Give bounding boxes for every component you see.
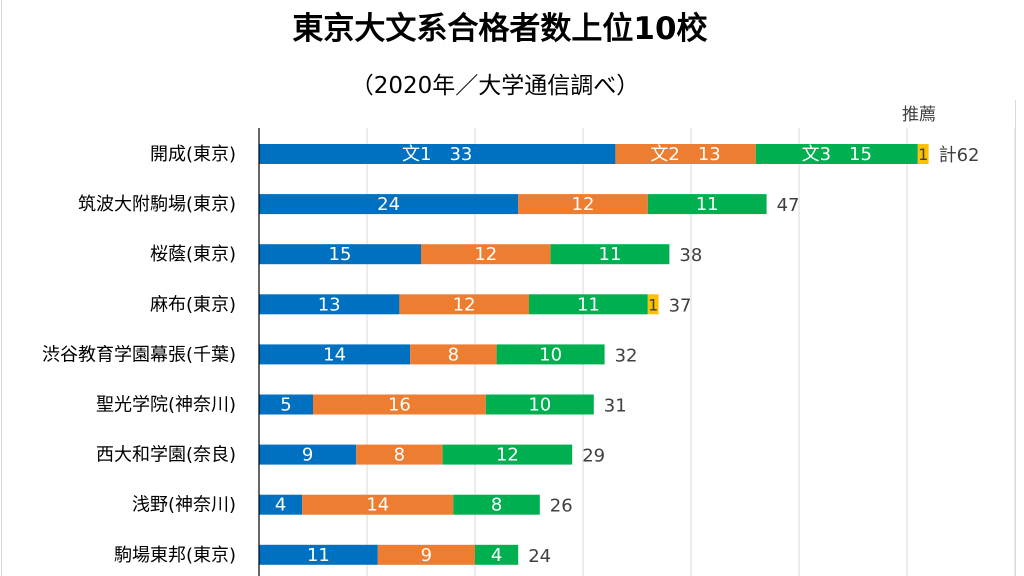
data-label: 5: [280, 395, 291, 416]
data-label: 10: [528, 395, 551, 416]
category-label: 浅野(神奈川): [132, 495, 236, 516]
bar-segment-文1: [259, 344, 411, 365]
data-label: 10: [539, 344, 562, 365]
bar-segment-文3: [647, 194, 767, 215]
bar-segment-文2: [313, 394, 486, 415]
bar-segment-文3: [442, 444, 573, 465]
total-label: 29: [582, 446, 605, 467]
bar-segment-文1: [259, 494, 303, 515]
data-label: 文3 15: [802, 144, 872, 165]
data-label: 11: [696, 194, 719, 215]
chart-title: 東京大文系合格者数上位10校: [292, 11, 708, 47]
data-label: 4: [491, 545, 502, 566]
category-label: 開成(東京): [150, 144, 236, 165]
data-label: 11: [307, 545, 330, 566]
bar-segment-文2: [518, 194, 648, 215]
category-label: 筑波大附駒場(東京): [78, 194, 236, 215]
chart-frame-left-border: [1, 0, 2, 576]
category-label: 聖光学院(神奈川): [96, 395, 236, 416]
data-label: 1: [648, 295, 658, 314]
bar-segment-文2: [302, 494, 454, 515]
data-label: 12: [453, 294, 476, 315]
bar-segment-文2: [377, 544, 475, 565]
total-label: 26: [550, 496, 573, 517]
data-label: 文2 13: [650, 144, 720, 165]
data-label: 11: [577, 294, 600, 315]
data-label: 1: [918, 145, 928, 164]
data-label: 12: [496, 445, 519, 466]
bar-segment-文2: [399, 294, 529, 315]
bar-segment-文1: [259, 444, 357, 465]
category-label: 桜蔭(東京): [150, 244, 236, 265]
bar-segment-文2: [356, 444, 443, 465]
chart-subtitle: （2020年／大学通信調べ）: [350, 73, 640, 99]
category-label: 渋谷教育学園幕張(千葉): [42, 344, 236, 365]
data-label: 12: [474, 244, 497, 265]
category-label: 麻布(東京): [150, 294, 236, 315]
data-label: 14: [366, 495, 389, 516]
bar-segment-文3: [529, 294, 648, 315]
data-label: 11: [599, 244, 622, 265]
bar-segment-文1: [259, 544, 378, 565]
data-label: 24: [377, 194, 400, 215]
data-label: 8: [448, 344, 459, 365]
bar-segment-文1: [259, 394, 313, 415]
bar-segment-推薦: [647, 294, 659, 315]
bar-segment-文1: [259, 244, 421, 265]
bar-segment-文3: [475, 544, 519, 565]
data-label: 13: [318, 294, 341, 315]
data-label: 8: [394, 445, 405, 466]
bar-segment-文2: [615, 144, 756, 164]
category-labels: 開成(東京) 筑波大附駒場(東京) 桜蔭(東京) 麻布(東京) 渋谷教育学園幕張(千葉)…: [42, 144, 236, 566]
bar-segment-文3: [496, 344, 605, 365]
data-label: 9: [302, 445, 313, 466]
bar-segment-文3: [550, 244, 670, 265]
total-label: 24: [528, 546, 551, 567]
total-label: 38: [679, 245, 702, 266]
bar-segment-文2: [410, 344, 497, 365]
data-label: 14: [323, 344, 346, 365]
suisen-annotation: 推薦: [902, 105, 936, 125]
data-label: 15: [329, 244, 352, 265]
bars: [259, 144, 929, 565]
bar-segment-文3: [755, 144, 918, 164]
bar-segment-推薦: [917, 144, 929, 164]
bar-segment-文1: [259, 144, 616, 164]
bar-segment-文3: [485, 394, 594, 415]
total-label: 47: [777, 195, 800, 216]
bar-segment-文1: [259, 294, 400, 315]
category-label: 駒場東邦(東京): [114, 545, 236, 566]
bar-segment-文3: [453, 494, 540, 515]
total-label: 31: [604, 396, 627, 417]
data-label: 12: [572, 194, 595, 215]
total-label: 計62: [939, 145, 980, 166]
data-label: 16: [388, 395, 411, 416]
data-label: 9: [421, 545, 432, 566]
bar-segment-文2: [421, 244, 551, 265]
bar-segment-文1: [259, 194, 519, 215]
data-label: 4: [275, 495, 286, 516]
total-label: 32: [615, 345, 638, 366]
data-label: 8: [491, 495, 502, 516]
data-label: 文1 33: [402, 144, 472, 165]
category-label: 西大和学園(奈良): [96, 445, 236, 466]
total-label: 37: [669, 295, 692, 316]
